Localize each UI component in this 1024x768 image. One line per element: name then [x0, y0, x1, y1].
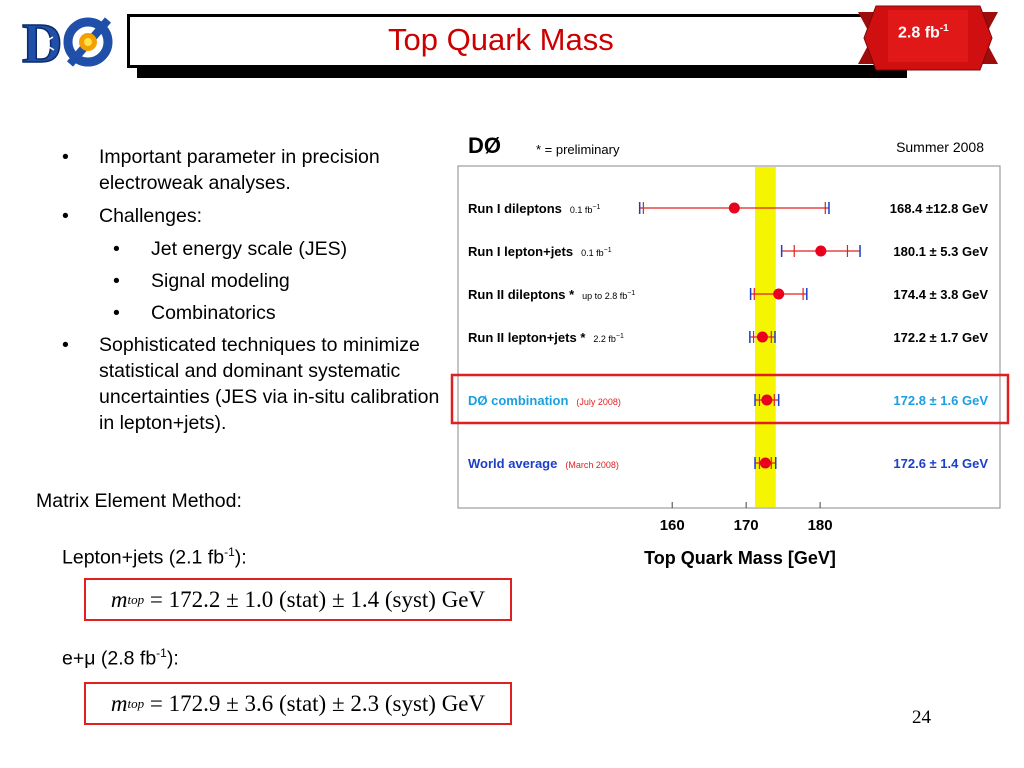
x-tick-label: 180: [808, 517, 833, 534]
measurement-label: DØ combination (July 2008): [468, 393, 621, 408]
sub-list-item: • Jet energy scale (JES): [113, 238, 348, 260]
luminosity-ribbon: [858, 5, 998, 71]
data-point: [815, 245, 827, 257]
formula-box-lepton-jets: m top = 172.2 ± 1.0 (stat) ± 1.4 (syst) G…: [84, 578, 512, 621]
data-point: [728, 202, 740, 214]
x-tick-label: 160: [660, 517, 685, 534]
measurement-value: 172.6 ± 1.4 GeV: [893, 456, 988, 471]
measurement-label: Run II dileptons * up to 2.8 fb−1: [468, 287, 635, 302]
title-box: [127, 14, 897, 68]
bullet-icon: •: [113, 238, 120, 260]
method-label: Matrix Element Method:: [36, 490, 242, 512]
svg-text:D: D: [22, 13, 62, 72]
data-point: [759, 457, 771, 469]
bullet-icon: •: [113, 270, 120, 292]
measurement-label: Run I dileptons 0.1 fb−1: [468, 201, 601, 216]
bullet-list: • Important parameter in precision electr…: [52, 144, 444, 443]
data-point: [756, 331, 768, 343]
measurement-value: 174.4 ± 3.8 GeV: [893, 287, 988, 302]
chart-date-label: Summer 2008: [896, 139, 984, 155]
bullet-icon: •: [62, 334, 69, 356]
sub-list-item: • Combinatorics: [113, 302, 276, 324]
luminosity-badge: 2.8 fb-1: [898, 23, 949, 42]
measurement-label: World average (March 2008): [468, 456, 619, 471]
list-item: • Sophisticated techniques to minimize st…: [62, 334, 440, 434]
formula-box-emu: m top = 172.9 ± 3.6 (stat) ± 2.3 (syst) G…: [84, 682, 512, 725]
sub-list-item: • Signal modeling: [113, 270, 290, 292]
data-point: [773, 288, 785, 300]
measurement-value: 172.8 ± 1.6 GeV: [893, 393, 988, 408]
chart-preliminary-note: * = preliminary: [536, 142, 620, 157]
measurement-label: Run I lepton+jets 0.1 fb−1: [468, 244, 612, 259]
page-number: 24: [912, 707, 931, 728]
result-label-lepton-jets: Lepton+jets (2.1 fb-1):: [62, 545, 247, 569]
list-item: • Challenges:: [62, 205, 202, 227]
list-item: • Important parameter in precision electr…: [62, 146, 380, 194]
chart-experiment-label: DØ: [468, 133, 501, 158]
bullet-icon: •: [62, 205, 69, 227]
bullet-icon: •: [113, 302, 120, 324]
measurement-value: 168.4 ±12.8 GeV: [890, 201, 989, 216]
measurement-label: Run II lepton+jets * 2.2 fb−1: [468, 330, 624, 345]
bullet-icon: •: [62, 146, 69, 168]
measurement-value: 172.2 ± 1.7 GeV: [893, 330, 988, 345]
chart-frame: [457, 165, 1001, 509]
result-label-emu: e+μ (2.8 fb-1):: [62, 646, 179, 670]
x-axis-title: Top Quark Mass [GeV]: [644, 548, 836, 568]
data-point: [761, 394, 773, 406]
measurement-value: 180.1 ± 5.3 GeV: [893, 244, 988, 259]
top-mass-chart: DØ * = preliminary Summer 2008 Run I dilept…: [450, 133, 1010, 568]
page-title: Top Quark Mass: [388, 22, 614, 57]
combination-highlight-box: [450, 373, 1010, 425]
x-tick-label: 170: [734, 517, 759, 534]
d0-logo: D: [18, 12, 114, 72]
